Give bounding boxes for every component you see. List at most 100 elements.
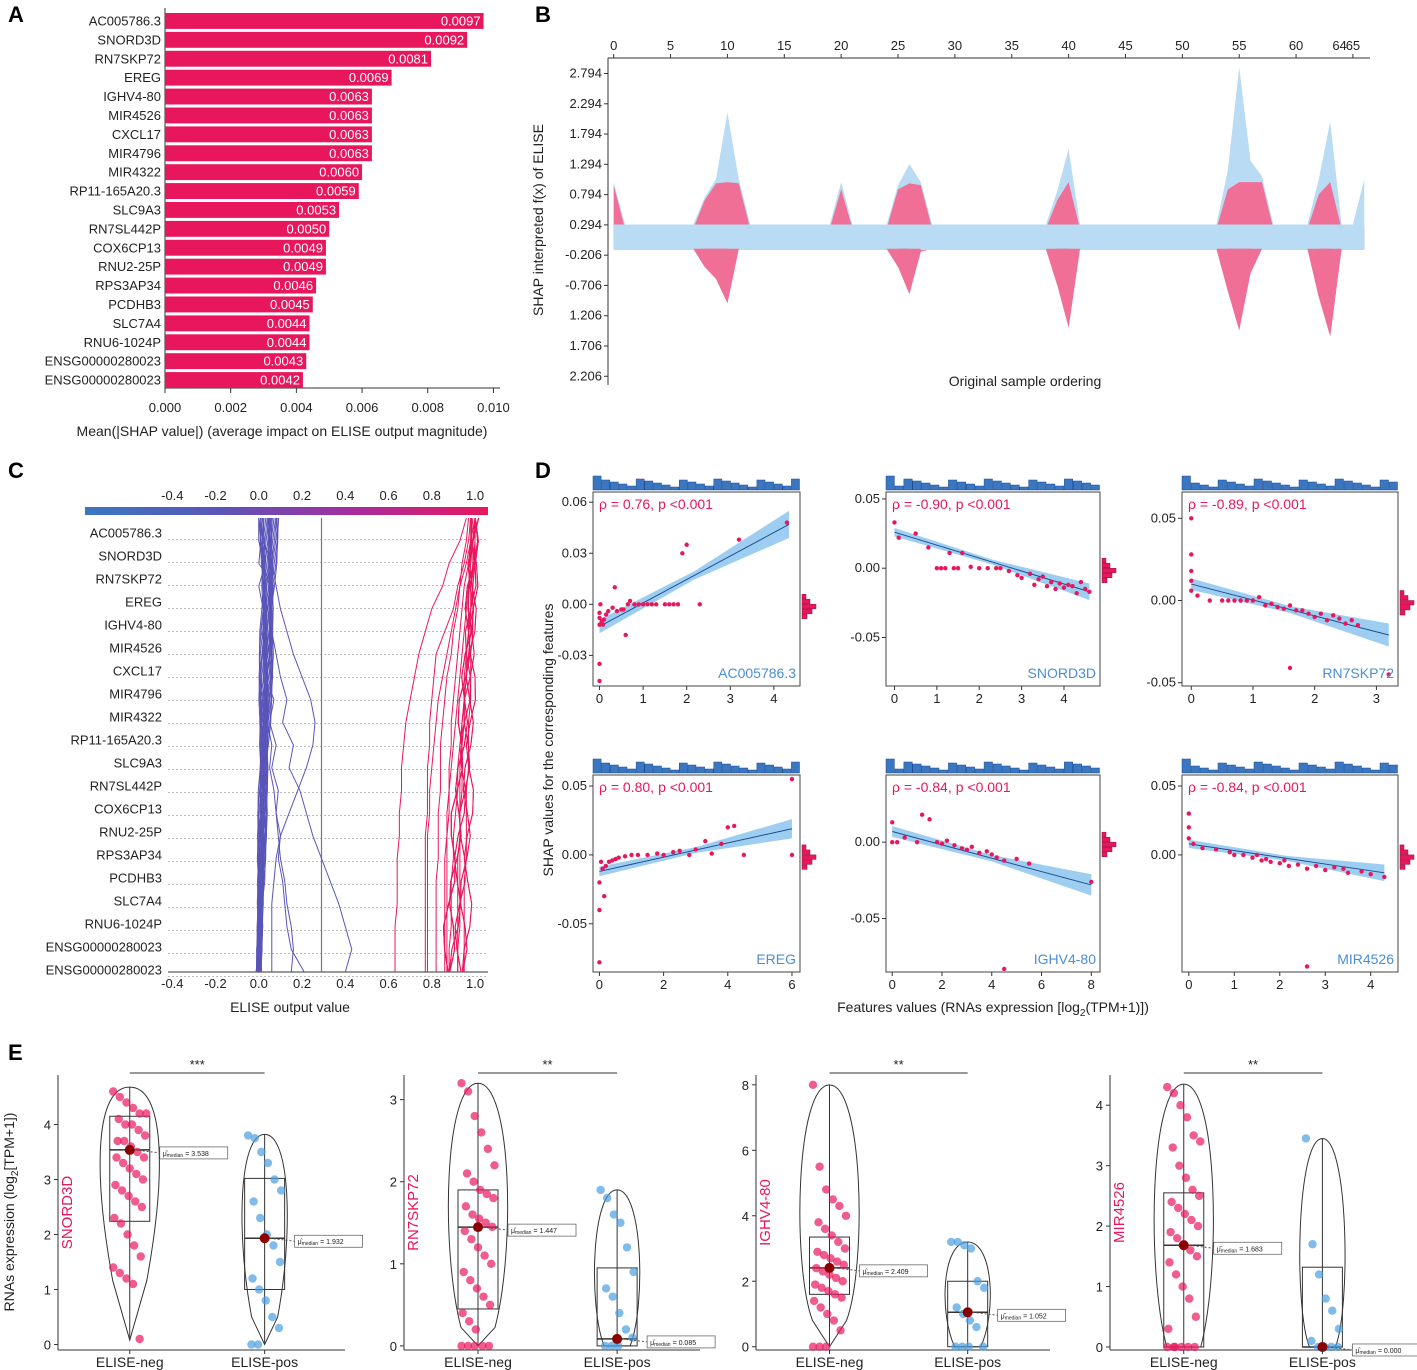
d-scatter-point [1189, 516, 1194, 521]
d-top-histogram-bar [1271, 482, 1281, 491]
d-top-histogram-bar [1361, 484, 1371, 491]
d-scatter-point [894, 839, 900, 845]
e-group-label: ELISE-pos [231, 1354, 298, 1370]
d-right-histogram-bar [801, 609, 813, 615]
c-bottom-tick-label: 0.4 [336, 976, 354, 991]
e-median-marker [124, 1144, 135, 1155]
b-x-tick-label: 55 [1232, 38, 1246, 53]
d-top-histogram-bar [1199, 484, 1209, 491]
c-feature-label: PCDHB3 [109, 871, 162, 886]
e-data-point [1168, 1143, 1177, 1152]
d-scatter-point [1341, 866, 1346, 871]
e-y-tick-label: 4 [44, 1118, 51, 1133]
d-scatter-point [600, 622, 606, 627]
d-scatter-point [955, 566, 961, 571]
d-x-tick-label: 0 [596, 977, 603, 992]
d-p-text: p <0.001 [956, 779, 1011, 795]
d-scatter-point [784, 520, 790, 525]
e-gene-label: SNORD3D [59, 1176, 76, 1250]
c-pos-line [394, 517, 467, 972]
d-top-histogram-bar [1352, 765, 1362, 774]
a-x-axis-title: Mean(|SHAP value|) (average impact on EL… [77, 423, 488, 439]
e-gene-label: MIR4526 [1111, 1182, 1128, 1243]
e-data-point [1163, 1082, 1172, 1092]
e-data-point [840, 1244, 850, 1253]
e-median-box [997, 1308, 1067, 1322]
c-bottom-tick-label: 0.6 [380, 976, 398, 991]
e-data-point [1188, 1185, 1197, 1195]
e-data-point [603, 1193, 612, 1203]
d-x-tick-label: 1 [933, 691, 940, 706]
d-top-histogram-bar [903, 478, 913, 491]
e-data-point [250, 1134, 259, 1143]
d-scatter-point [1238, 598, 1243, 603]
d-top-histogram-bar [679, 479, 688, 491]
c-bottom-tick-label: 0.0 [250, 976, 268, 991]
e-data-point [257, 1147, 266, 1157]
e-median-symbol: μ̂ [1217, 1246, 1223, 1253]
d-top-histogram-bar [791, 478, 800, 491]
d-top-histogram-bar [1325, 768, 1335, 774]
d-scatter-point [709, 851, 714, 856]
d-scatter-point [597, 622, 602, 627]
d-y-tick-label: 0.05 [1151, 510, 1176, 525]
d-scatter-point [1313, 863, 1319, 869]
e-data-point [965, 1316, 975, 1325]
d-scatter-point [934, 566, 940, 571]
d-scatter-point [1277, 860, 1282, 866]
d-scatter-point [984, 849, 989, 854]
d-scatter-point [1227, 849, 1232, 855]
e-data-point [268, 1312, 277, 1322]
d-top-histogram-bar [1001, 482, 1011, 491]
e-data-point [122, 1098, 131, 1107]
d-scatter-point [1241, 852, 1246, 858]
e-data-point [1183, 1342, 1193, 1352]
d-top-histogram-bar [627, 768, 636, 774]
c-bottom-tick-label: -0.2 [204, 976, 226, 991]
e-data-point [111, 1180, 120, 1190]
d-gene-label: AC005786.3 [718, 665, 796, 681]
e-data-point [812, 1263, 821, 1273]
d-right-histogram-bar [1101, 846, 1113, 852]
panel-label-d: D [535, 458, 551, 483]
e-data-point [1190, 1342, 1199, 1352]
d-top-histogram-bar [670, 486, 679, 491]
e-data-point [484, 1341, 494, 1351]
e-gene-label: IGHV4-80 [757, 1179, 774, 1246]
e-data-point [482, 1189, 491, 1199]
panel-label-b: B [535, 2, 551, 27]
b-y-tick-label: -0.706 [565, 277, 602, 292]
d-scatter-point [1263, 603, 1268, 608]
c-feature-label: COX6CP13 [94, 802, 162, 817]
e-data-point [270, 1175, 279, 1184]
d-regression-band [894, 528, 1090, 601]
d-scatter-point [977, 566, 982, 571]
d-scatter-point [687, 852, 692, 858]
d-top-histogram-bar [1271, 765, 1281, 774]
e-median-subscript: median [515, 1230, 532, 1236]
d-scatter-point [1259, 858, 1264, 863]
d-p-text: p <0.001 [956, 496, 1011, 512]
d-scatter-point [632, 602, 637, 607]
a-value-label: 0.0060 [319, 165, 359, 180]
e-y-tick-label: 4 [1096, 1098, 1103, 1113]
d-regression-line [1191, 583, 1389, 636]
a-bar [165, 69, 392, 86]
d-right-histogram-bar [1101, 567, 1117, 573]
d-top-histogram-bar [1316, 766, 1326, 774]
d-top-histogram-bar [644, 480, 654, 491]
e-data-point [837, 1293, 846, 1302]
a-bar [165, 88, 372, 105]
e-significance-stars: ** [542, 1057, 552, 1072]
d-top-histogram-bar [992, 763, 1002, 774]
d-top-histogram-bar [1028, 479, 1038, 491]
d-gene-label: MIR4526 [1337, 951, 1394, 967]
d-top-histogram-bar [730, 482, 740, 491]
e-data-point [596, 1185, 605, 1195]
d-y-tick-label: -0.03 [557, 647, 587, 662]
d-scatter-point [1189, 578, 1194, 583]
e-data-point [811, 1280, 820, 1289]
d-scatter-point [998, 566, 1003, 571]
a-x-tick-label: 0.000 [149, 400, 182, 415]
b-x-tick-label: 65 [1346, 38, 1360, 53]
